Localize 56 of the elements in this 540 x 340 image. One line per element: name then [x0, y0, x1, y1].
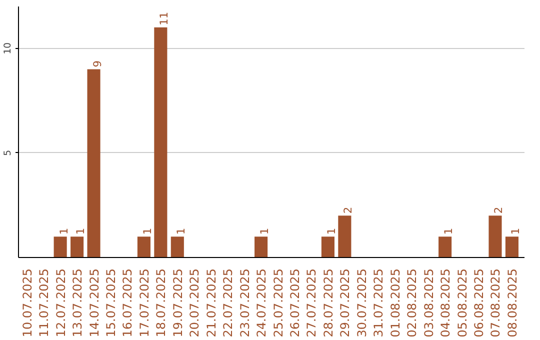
x-tick-label: 27.07.2025: [304, 268, 319, 338]
x-tick-label: 20.07.2025: [188, 268, 202, 338]
data-label: 11: [158, 12, 171, 26]
x-tick-label: 23.07.2025: [238, 268, 252, 338]
x-tick-label: 17.07.2025: [137, 268, 152, 338]
bar: [254, 236, 268, 258]
x-tick-label: 08.08.2025: [505, 268, 520, 338]
data-label: 1: [74, 228, 88, 235]
x-tick-label: 28.07.2025: [321, 268, 336, 338]
bar: [338, 216, 352, 258]
x-tick-label: 25.07.2025: [271, 268, 286, 338]
x-tick-label: 29.07.2025: [338, 268, 352, 338]
x-tick-label: 24.07.2025: [254, 268, 269, 338]
x-tick-label: 05.08.2025: [455, 268, 470, 338]
data-label: 9: [90, 60, 104, 68]
x-tick-label: 19.07.2025: [170, 268, 185, 338]
bar: [321, 236, 334, 258]
bar: [137, 236, 150, 258]
x-tick-label: 07.08.2025: [488, 268, 503, 338]
data-label: 2: [342, 206, 355, 214]
data-label: 1: [324, 228, 338, 235]
x-tick-label: 03.08.2025: [422, 268, 436, 338]
x-tick-label: 16.07.2025: [120, 268, 135, 338]
x-tick-label: 04.08.2025: [438, 268, 453, 338]
data-label: 1: [508, 228, 522, 235]
x-tick-label: 14.07.2025: [87, 268, 102, 338]
bar: [70, 236, 84, 258]
x-tick-label: 12.07.2025: [54, 268, 68, 338]
data-label: 1: [442, 228, 456, 235]
data-label: 1: [174, 228, 188, 235]
x-tick-label: 15.07.2025: [104, 268, 118, 338]
x-tick-label: 18.07.2025: [154, 268, 168, 338]
bar: [488, 216, 502, 258]
x-tick-label: 21.07.2025: [204, 268, 218, 338]
x-tick-label: 06.08.2025: [472, 268, 486, 338]
x-tick-label: 26.07.2025: [288, 268, 302, 338]
data-label: 1: [258, 228, 272, 235]
y-tick-label: 5: [2, 150, 14, 156]
x-tick-label: 11.07.2025: [37, 268, 52, 338]
bar: [54, 236, 67, 258]
x-tick-label: 10.07.2025: [20, 268, 34, 338]
data-label: 1: [140, 228, 154, 235]
x-tick-label: 22.07.2025: [221, 268, 236, 338]
x-tick-label: 01.08.2025: [388, 268, 402, 338]
bar: [87, 69, 100, 258]
bar: [438, 236, 452, 258]
x-tick-label: 31.07.2025: [372, 268, 386, 338]
bar: [505, 236, 518, 258]
data-label: 2: [492, 206, 506, 214]
bar: [170, 236, 184, 258]
y-tick-label: 10: [2, 42, 14, 54]
x-tick-label: 02.08.2025: [405, 268, 420, 338]
x-tick-label: 30.07.2025: [354, 268, 369, 338]
data-label: 1: [57, 228, 70, 235]
bar: [154, 27, 168, 258]
x-tick-label: 13.07.2025: [70, 268, 85, 338]
